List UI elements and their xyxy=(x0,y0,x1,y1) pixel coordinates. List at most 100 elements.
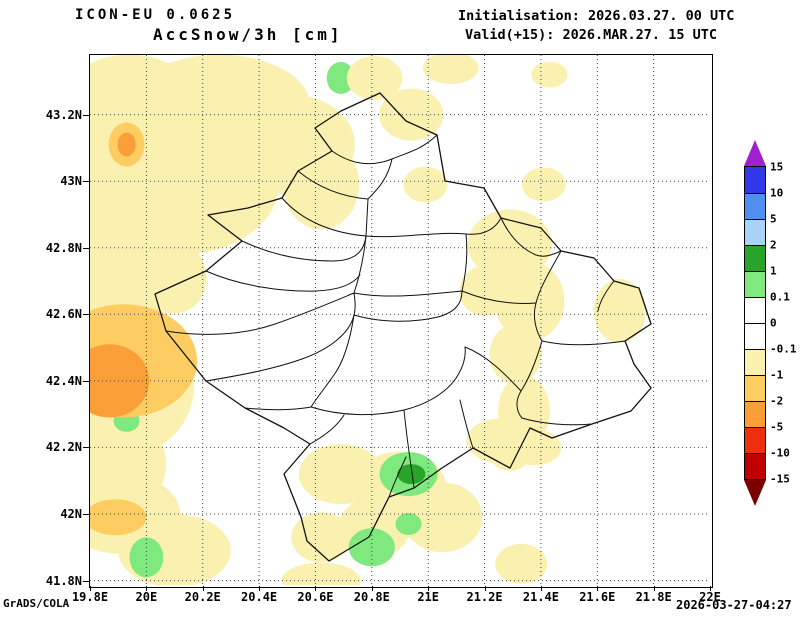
y-axis-label: 42.8N xyxy=(45,240,82,255)
municipal-border xyxy=(597,280,615,312)
shaded-region xyxy=(90,499,147,536)
y-axis-label: 42.2N xyxy=(45,440,82,455)
colorbar-segment xyxy=(745,453,765,479)
shaded-region xyxy=(283,139,360,230)
municipal-border xyxy=(241,235,367,262)
shaded-region xyxy=(494,261,565,341)
x-axis-label: 21.4E xyxy=(522,590,559,604)
municipal-border xyxy=(353,235,367,294)
colorbar-label: -2 xyxy=(770,394,784,408)
x-axis-label: 20E xyxy=(135,590,158,604)
colorbar-label: -1 xyxy=(770,368,784,382)
shaded-region xyxy=(129,537,164,578)
colorbar-segment xyxy=(745,401,765,427)
x-axis-label: 21.6E xyxy=(579,590,616,604)
colorbar-bottom-triangle xyxy=(744,480,766,506)
model-title: ICON-EU 0.0625 xyxy=(75,7,236,23)
x-axis-label: 20.8E xyxy=(353,590,390,604)
shaded-region xyxy=(489,324,542,385)
municipal-border xyxy=(521,417,593,426)
y-axis-label: 41.8N xyxy=(45,573,82,588)
valid-time-label: Valid(+15): 2026.MAR.27. 15 UTC xyxy=(465,27,717,43)
municipal-border xyxy=(461,233,468,292)
colorbar-segment xyxy=(745,375,765,401)
colorbar-label: 15 xyxy=(770,160,784,174)
y-axis-label: 42N xyxy=(60,507,82,522)
x-axis-tick xyxy=(653,586,655,591)
x-axis-tick xyxy=(202,586,204,591)
x-axis-tick xyxy=(709,586,711,591)
colorbar-label: -10 xyxy=(770,446,790,460)
creation-timestamp: 2026-03-27-04:27 xyxy=(676,598,792,612)
x-axis-tick xyxy=(371,586,373,591)
colorbar-label: 1 xyxy=(770,264,777,278)
shaded-region xyxy=(379,88,444,141)
x-axis-label: 22E xyxy=(699,590,721,604)
y-axis-tick xyxy=(83,514,89,516)
shaded-region xyxy=(395,513,422,535)
colorbar-label: -5 xyxy=(770,420,784,434)
shaded-region xyxy=(90,344,150,418)
colorbar-top-triangle xyxy=(744,140,766,166)
municipal-border xyxy=(367,158,393,200)
municipal-border xyxy=(500,217,562,257)
y-axis-tick xyxy=(83,181,89,183)
x-axis-tick xyxy=(259,586,261,591)
municipal-border xyxy=(353,290,463,297)
colorbar xyxy=(744,166,766,480)
shaded-region xyxy=(495,543,548,584)
x-axis-tick xyxy=(146,586,148,591)
colorbar-segment xyxy=(745,193,765,219)
shaded-region xyxy=(509,429,562,466)
municipal-border xyxy=(310,346,466,416)
x-axis-tick xyxy=(428,586,430,591)
colorbar-segment xyxy=(745,297,765,323)
x-axis-label: 20.4E xyxy=(241,590,278,604)
colorbar-label: 10 xyxy=(770,186,784,200)
x-axis-label: 19.8E xyxy=(71,590,109,604)
y-axis-label: 42.4N xyxy=(45,373,82,388)
municipal-border xyxy=(461,290,537,304)
shaded-region xyxy=(403,166,448,203)
grads-credit: GrADS/COLA xyxy=(3,597,70,610)
municipal-border xyxy=(310,314,355,408)
municipal-border xyxy=(205,292,356,382)
colorbar-segment xyxy=(745,427,765,453)
colorbar-segment xyxy=(745,167,765,193)
y-axis-label: 43N xyxy=(60,174,82,189)
colorbar-label: 2 xyxy=(770,238,777,252)
municipal-border xyxy=(459,399,474,449)
colorbar-label: -15 xyxy=(770,472,790,486)
colorbar-label: -0.1 xyxy=(770,342,797,356)
shaded-region xyxy=(281,562,361,585)
variable-title: AccSnow/3h [cm] xyxy=(153,25,343,44)
x-axis-label: 21.8E xyxy=(635,590,672,604)
y-axis-tick xyxy=(83,380,89,382)
municipal-border xyxy=(365,198,369,237)
municipal-border xyxy=(403,409,415,489)
shaded-region xyxy=(291,512,351,563)
shaded-region xyxy=(521,167,566,202)
country-borders-layer xyxy=(154,92,652,562)
x-axis-tick xyxy=(315,586,317,591)
x-axis-tick xyxy=(540,586,542,591)
initialisation-label: Initialisation: 2026.03.27. 00 UTC xyxy=(458,8,735,24)
municipal-border xyxy=(541,340,626,346)
municipal-border xyxy=(205,270,361,292)
shaded-region xyxy=(346,56,403,100)
municipal-border xyxy=(309,414,345,445)
colorbar-segment xyxy=(745,271,765,297)
y-axis-tick xyxy=(83,314,89,316)
x-axis-label: 20.2E xyxy=(184,590,221,604)
x-axis-tick xyxy=(484,586,486,591)
y-axis-label: 43.2N xyxy=(45,107,82,122)
shaded-region xyxy=(397,464,426,485)
municipal-border xyxy=(464,346,522,392)
y-axis-tick xyxy=(83,114,89,116)
colorbar-segment xyxy=(745,349,765,375)
municipal-border xyxy=(281,197,502,238)
x-axis-label: 21.2E xyxy=(466,590,503,604)
municipal-border xyxy=(353,290,463,322)
municipal-border xyxy=(165,292,355,335)
